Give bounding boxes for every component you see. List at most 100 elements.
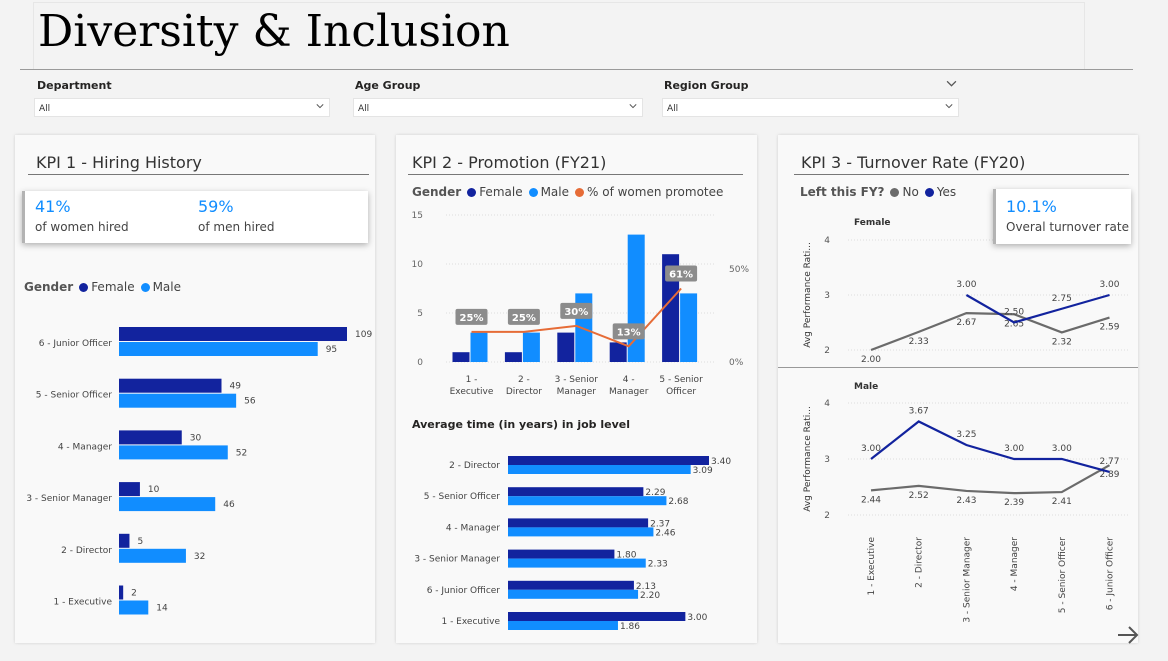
data-label: 30% bbox=[564, 307, 588, 318]
bar-male bbox=[508, 465, 691, 474]
panel-split-divider bbox=[778, 367, 1138, 368]
y-tick-label: 3 bbox=[824, 291, 830, 301]
slicer-department-label: Department bbox=[37, 79, 112, 92]
data-label: 1.86 bbox=[620, 622, 640, 632]
data-label: 2.50 bbox=[1004, 308, 1024, 318]
data-label: 5 bbox=[137, 537, 143, 547]
slicer-region-dropdown[interactable]: All bbox=[662, 98, 959, 117]
category-label: Executive bbox=[450, 387, 494, 397]
data-label-bg bbox=[455, 308, 488, 325]
x-tick-label: 5 - Senior Officer bbox=[1058, 537, 1068, 613]
bar-female bbox=[508, 580, 634, 590]
bar-male bbox=[119, 342, 318, 356]
page-title: Diversity & Inclusion bbox=[38, 6, 510, 57]
kpi1-title-divider bbox=[28, 174, 369, 175]
bar-female bbox=[508, 456, 709, 465]
data-label-bg bbox=[612, 323, 645, 340]
kpi1-legend: Gender Female Male bbox=[24, 280, 181, 294]
legend-male: Male bbox=[152, 280, 182, 294]
legend-title: Left this FY? bbox=[800, 185, 885, 199]
line-yes bbox=[870, 420, 1110, 473]
legend-yes: Yes bbox=[936, 185, 957, 199]
line-no bbox=[870, 464, 1111, 495]
data-label: 2.33 bbox=[909, 337, 929, 347]
data-label: 3.00 bbox=[687, 613, 707, 623]
data-label: 25% bbox=[512, 313, 536, 324]
legend-dot-male bbox=[528, 188, 538, 197]
slicer-age-value: All bbox=[358, 104, 370, 114]
data-label: 3.00 bbox=[861, 444, 881, 454]
header-divider bbox=[20, 69, 1133, 70]
data-label: 2.46 bbox=[655, 528, 675, 538]
women-hired-label: of women hired bbox=[35, 220, 129, 234]
data-label: 3.09 bbox=[693, 466, 713, 476]
data-label: 3.25 bbox=[956, 430, 976, 440]
category-label: 6 - Junior Officer bbox=[427, 586, 501, 596]
legend-dot-female bbox=[79, 283, 89, 292]
data-label: 2.41 bbox=[1052, 497, 1072, 507]
category-label: 2 - bbox=[518, 375, 530, 385]
bar-female bbox=[508, 549, 615, 559]
slicer-department-dropdown[interactable]: All bbox=[34, 98, 330, 117]
time-in-level-chart: 2 - Director 3.403.09 5 - Senior Officer 2.… bbox=[414, 456, 731, 632]
y-tick-label: 4 bbox=[824, 399, 830, 409]
category-label: 4 - bbox=[623, 375, 635, 385]
data-label: 3.00 bbox=[1004, 444, 1024, 454]
data-label: 2.20 bbox=[640, 591, 660, 601]
bar-female bbox=[119, 430, 182, 445]
category-label: 1 - Executive bbox=[53, 598, 112, 608]
bar-male bbox=[119, 548, 186, 563]
bar-female bbox=[557, 332, 575, 362]
bar-female bbox=[504, 352, 522, 362]
bar-female bbox=[452, 352, 470, 362]
y-tick-label: 2 bbox=[824, 511, 830, 521]
chevron-down-icon[interactable] bbox=[946, 78, 957, 89]
data-label: 2.52 bbox=[909, 491, 929, 501]
legend-female: Female bbox=[91, 280, 135, 294]
kpi3-legend: Left this FY? No Yes bbox=[800, 185, 956, 199]
data-label-bg bbox=[560, 302, 593, 319]
kpi1-panel: KPI 1 - Hiring History 41% of women hire… bbox=[15, 135, 375, 643]
legend-no: No bbox=[902, 185, 919, 199]
data-label: 95 bbox=[326, 345, 337, 355]
data-label: 25% bbox=[460, 313, 484, 324]
bar-female bbox=[119, 378, 222, 393]
data-label: 2.33 bbox=[648, 560, 668, 570]
bar-male bbox=[627, 234, 645, 362]
data-label: 2.59 bbox=[1099, 323, 1119, 333]
data-label: 3.00 bbox=[1099, 280, 1119, 290]
hiring-history-chart: 6 - Junior Officer 109 95 5 - Senior Office… bbox=[26, 327, 372, 615]
category-label: 5 - Senior Officer bbox=[424, 492, 500, 502]
slicer-age-label: Age Group bbox=[355, 79, 421, 92]
y-tick-label: 5 bbox=[417, 309, 423, 319]
data-label: 14 bbox=[156, 604, 168, 614]
data-label-bg bbox=[507, 308, 540, 325]
data-label: 2.68 bbox=[668, 497, 688, 507]
x-tick-label: 1 - Executive bbox=[867, 537, 877, 596]
bar-male bbox=[508, 558, 646, 568]
chevron-down-icon bbox=[316, 104, 324, 109]
bar-female bbox=[119, 533, 130, 548]
data-label: 3.67 bbox=[909, 406, 929, 416]
category-label: 5 - Senior Officer bbox=[36, 391, 112, 401]
data-label: 30 bbox=[190, 433, 202, 443]
category-label: 2 - Director bbox=[61, 546, 112, 556]
bar-male bbox=[119, 600, 149, 615]
legend-title: Gender bbox=[24, 280, 74, 294]
data-label: 56 bbox=[244, 397, 256, 407]
y2-tick-label: 0% bbox=[729, 358, 744, 368]
x-tick-label: 6 - Junior Officer bbox=[1106, 537, 1116, 611]
legend-title: Gender bbox=[412, 185, 462, 199]
bar-female bbox=[508, 612, 686, 621]
y-tick-label: 4 bbox=[824, 236, 830, 246]
kpi1-title: KPI 1 - Hiring History bbox=[36, 153, 202, 172]
legend-dot-pct bbox=[575, 188, 585, 197]
slicer-age-dropdown[interactable]: All bbox=[353, 98, 643, 117]
data-label: 2.29 bbox=[645, 488, 665, 498]
bar-female bbox=[508, 518, 649, 528]
slicer-region-value: All bbox=[667, 104, 679, 114]
panel-label: Male bbox=[854, 382, 878, 392]
bar-female bbox=[609, 342, 627, 362]
data-label: 2.75 bbox=[1052, 294, 1072, 304]
next-page-arrow-icon[interactable] bbox=[1116, 624, 1140, 646]
